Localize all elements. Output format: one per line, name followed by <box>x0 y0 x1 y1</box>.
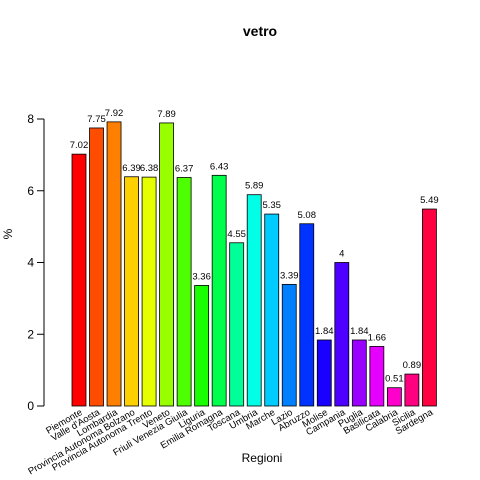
data-label-17: 1.84 <box>350 326 369 337</box>
chart-title: vetro <box>243 23 277 39</box>
data-label-14: 5.08 <box>298 210 317 221</box>
data-label-8: 3.36 <box>192 271 211 282</box>
x-axis-label: Regioni <box>242 451 283 465</box>
data-label-3: 7.92 <box>105 108 124 119</box>
data-labels: 7.02 7.757.92 6.39 6.38 7.89 6.37 3.36 6.43 4.55… <box>70 108 439 385</box>
bar-15 <box>316 339 332 407</box>
bar-13 <box>281 283 297 407</box>
bars <box>71 121 437 407</box>
data-label-9: 6.43 <box>210 161 229 172</box>
bar-11 <box>246 194 262 407</box>
bar-6 <box>159 122 175 407</box>
y-axis-label: % <box>1 228 15 239</box>
bar-18 <box>369 346 385 407</box>
bar-12 <box>264 213 280 407</box>
data-label-18: 1.66 <box>368 332 387 343</box>
data-label-11: 5.89 <box>245 181 264 192</box>
data-label-12: 5.35 <box>262 200 281 211</box>
bar-2 <box>89 127 104 407</box>
data-label-5: 6.38 <box>140 163 159 174</box>
y-tick-label: 8 <box>27 112 34 126</box>
data-label-16: 4 <box>339 249 344 260</box>
bar-8 <box>194 285 210 407</box>
bar-3 <box>106 121 122 407</box>
bar-9 <box>211 174 227 407</box>
bar-5 <box>141 176 157 407</box>
data-label-2: 7.75 <box>87 114 106 125</box>
y-tick-label: 2 <box>27 327 34 341</box>
data-label-19: 0.51 <box>385 374 404 385</box>
data-label-15: 1.84 <box>315 326 334 337</box>
data-label-13: 3.39 <box>280 270 299 281</box>
bar-19 <box>386 387 402 407</box>
data-label-6: 7.89 <box>157 109 176 120</box>
bar-4 <box>124 176 139 407</box>
bar-20 <box>404 373 420 407</box>
y-tick-label: 6 <box>27 184 34 198</box>
bar-21 <box>421 208 437 407</box>
bar-10 <box>229 242 245 407</box>
data-label-7: 6.37 <box>175 163 194 174</box>
bar-1 <box>71 153 87 407</box>
bar-14 <box>299 223 315 407</box>
data-label-21: 5.49 <box>420 195 439 206</box>
data-label-20: 0.89 <box>403 360 422 371</box>
data-label-10: 4.55 <box>227 229 246 240</box>
y-tick-label: 0 <box>27 399 34 413</box>
data-label-4: 6.39 <box>122 163 141 174</box>
data-label-1: 7.02 <box>70 140 89 151</box>
bar-16 <box>334 262 350 407</box>
y-tick-label: 4 <box>27 256 34 270</box>
bar-7 <box>176 177 192 407</box>
y-axis: 0 2 4 6 8 <box>27 112 45 413</box>
bar-17 <box>351 339 367 407</box>
